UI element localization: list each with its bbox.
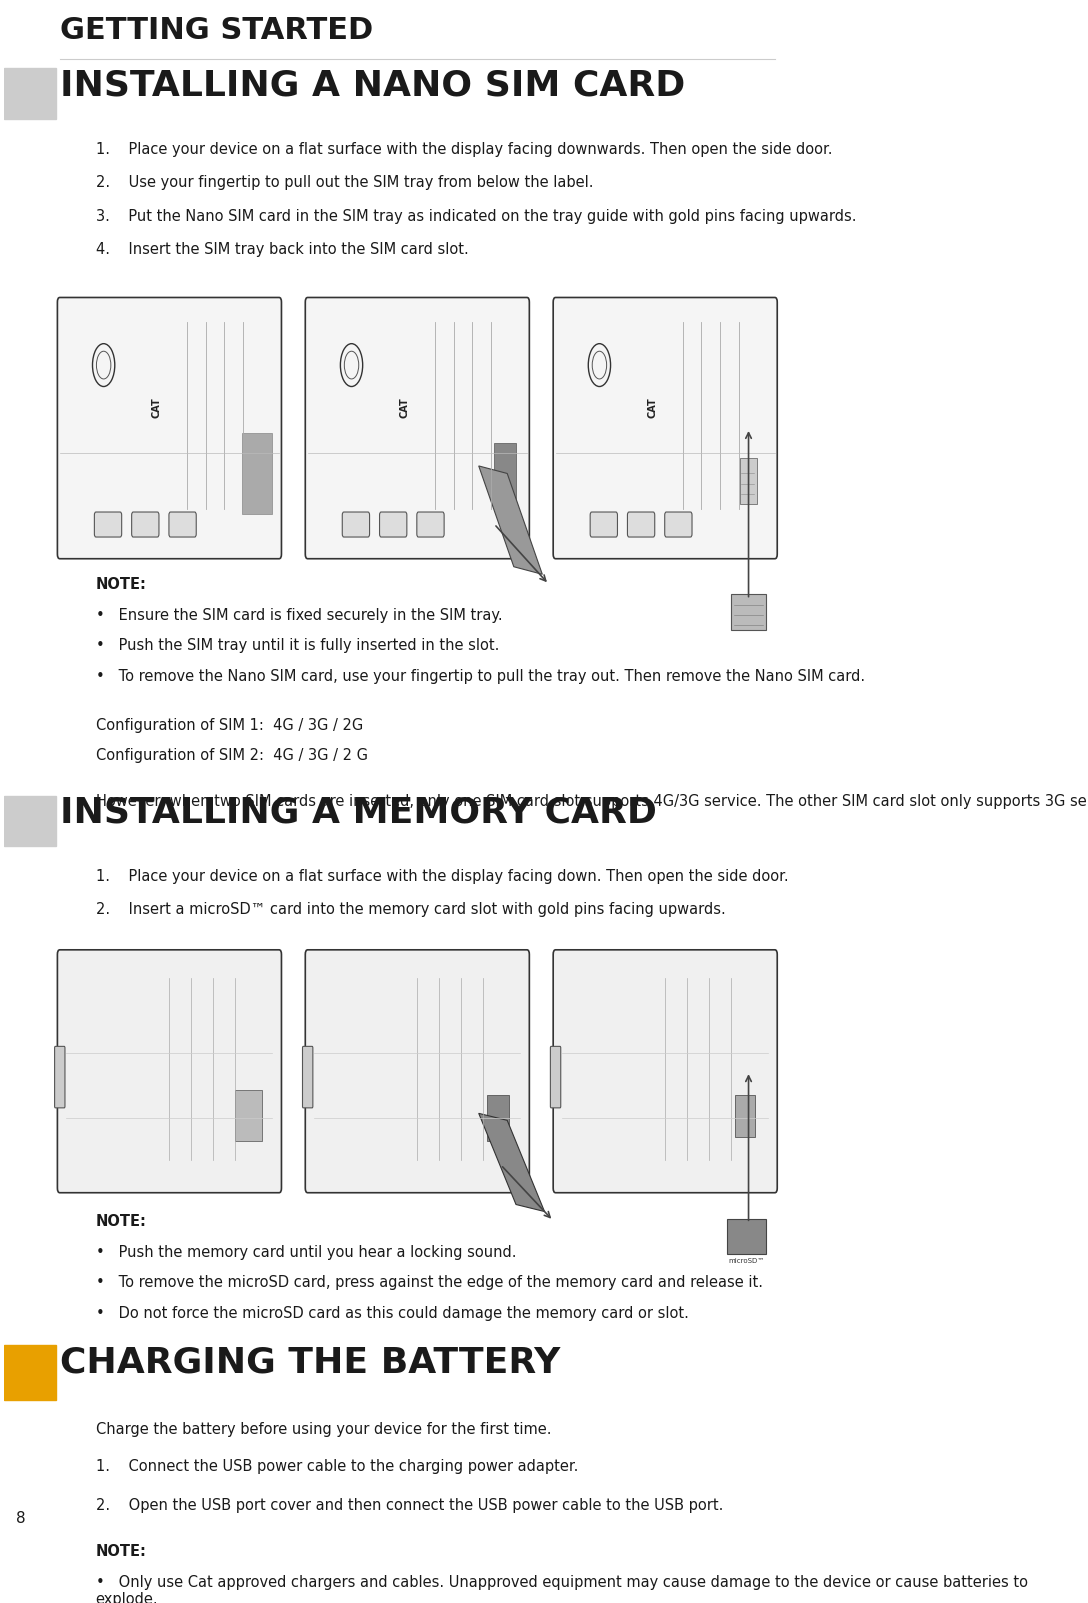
Text: CHARGING THE BATTERY: CHARGING THE BATTERY [60, 1345, 560, 1380]
Text: •   To remove the microSD card, press against the edge of the memory card and re: • To remove the microSD card, press agai… [96, 1276, 763, 1290]
Text: 3.    Put the Nano SIM card in the SIM tray as indicated on the tray guide with : 3. Put the Nano SIM card in the SIM tray… [96, 208, 856, 224]
Bar [4, 795, 55, 846]
Text: 2.    Open the USB port cover and then connect the USB power cable to the USB po: 2. Open the USB port cover and then conn… [96, 1499, 722, 1513]
Text: 1.    Connect the USB power cable to the charging power adapter.: 1. Connect the USB power cable to the ch… [96, 1459, 578, 1473]
Text: •   Only use Cat approved chargers and cables. Unapproved equipment may cause da: • Only use Cat approved chargers and cab… [96, 1574, 1027, 1603]
FancyBboxPatch shape [302, 1047, 313, 1108]
FancyBboxPatch shape [553, 298, 777, 559]
Bar [242, 433, 272, 515]
Text: CAT: CAT [399, 398, 409, 418]
Text: Configuration of SIM 2:  4G / 3G / 2 G: Configuration of SIM 2: 4G / 3G / 2 G [96, 749, 368, 763]
Text: Charge the battery before using your device for the first time.: Charge the battery before using your dev… [96, 1422, 551, 1436]
Text: 2.    Use your fingertip to pull out the SIM tray from below the label.: 2. Use your fingertip to pull out the SI… [96, 175, 593, 191]
FancyBboxPatch shape [343, 511, 370, 537]
Bar [235, 1090, 261, 1141]
FancyBboxPatch shape [590, 511, 618, 537]
Text: microSD™: microSD™ [728, 1258, 765, 1265]
FancyBboxPatch shape [169, 511, 196, 537]
FancyBboxPatch shape [306, 298, 530, 559]
FancyBboxPatch shape [132, 511, 159, 537]
FancyBboxPatch shape [58, 298, 282, 559]
Text: •   Ensure the SIM card is fixed securely in the SIM tray.: • Ensure the SIM card is fixed securely … [96, 608, 503, 622]
Text: Configuration of SIM 1:  4G / 3G / 2G: Configuration of SIM 1: 4G / 3G / 2G [96, 718, 362, 733]
Text: 1.    Place your device on a flat surface with the display facing downwards. The: 1. Place your device on a flat surface w… [96, 141, 832, 157]
Polygon shape [479, 1114, 544, 1212]
Bar [727, 1218, 766, 1254]
Bar [494, 442, 516, 508]
Text: •   Do not force the microSD card as this could damage the memory card or slot.: • Do not force the microSD card as this … [96, 1306, 689, 1321]
Bar [735, 1095, 755, 1137]
Text: •   Push the memory card until you hear a locking sound.: • Push the memory card until you hear a … [96, 1244, 516, 1260]
FancyBboxPatch shape [553, 951, 777, 1193]
Text: INSTALLING A NANO SIM CARD: INSTALLING A NANO SIM CARD [60, 69, 685, 103]
FancyBboxPatch shape [54, 1047, 65, 1108]
Text: INSTALLING A MEMORY CARD: INSTALLING A MEMORY CARD [60, 795, 657, 829]
Text: 8: 8 [16, 1510, 26, 1526]
Bar [731, 595, 766, 630]
Text: NOTE:: NOTE: [96, 577, 147, 592]
Bar [4, 1345, 55, 1401]
Bar [4, 69, 55, 119]
FancyBboxPatch shape [417, 511, 444, 537]
Bar [740, 458, 757, 503]
FancyBboxPatch shape [306, 951, 530, 1193]
Text: 4.    Insert the SIM tray back into the SIM card slot.: 4. Insert the SIM tray back into the SIM… [96, 242, 468, 258]
Text: GETTING STARTED: GETTING STARTED [60, 16, 373, 45]
Text: •   Push the SIM tray until it is fully inserted in the slot.: • Push the SIM tray until it is fully in… [96, 638, 499, 652]
Text: CAT: CAT [647, 398, 657, 418]
Text: 2.    Insert a microSD™ card into the memory card slot with gold pins facing upw: 2. Insert a microSD™ card into the memor… [96, 902, 726, 917]
Text: 1.    Place your device on a flat surface with the display facing down. Then ope: 1. Place your device on a flat surface w… [96, 869, 788, 883]
Text: NOTE:: NOTE: [96, 1213, 147, 1230]
FancyBboxPatch shape [551, 1047, 560, 1108]
Text: CAT: CAT [151, 398, 161, 418]
Text: •   To remove the Nano SIM card, use your fingertip to pull the tray out. Then r: • To remove the Nano SIM card, use your … [96, 668, 865, 684]
FancyBboxPatch shape [380, 511, 407, 537]
FancyBboxPatch shape [95, 511, 122, 537]
FancyBboxPatch shape [665, 511, 692, 537]
Polygon shape [479, 466, 542, 574]
FancyBboxPatch shape [58, 951, 282, 1193]
Text: However, when two SIM cards are inserted, only one SIM card slot supports 4G/3G : However, when two SIM cards are inserted… [96, 793, 1088, 810]
Bar [487, 1095, 509, 1141]
Text: NOTE:: NOTE: [96, 1544, 147, 1560]
FancyBboxPatch shape [628, 511, 655, 537]
